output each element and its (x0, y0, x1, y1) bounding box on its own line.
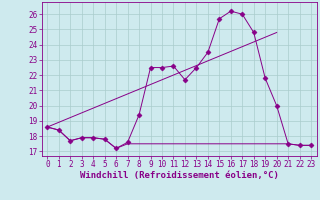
X-axis label: Windchill (Refroidissement éolien,°C): Windchill (Refroidissement éolien,°C) (80, 171, 279, 180)
